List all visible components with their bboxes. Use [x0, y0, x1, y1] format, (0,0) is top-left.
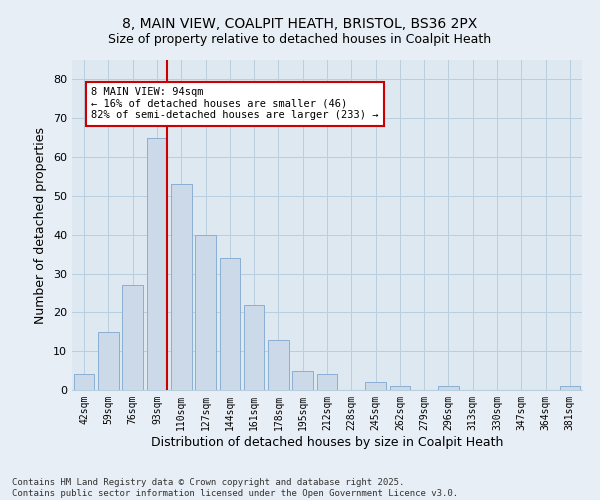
Bar	[146, 138, 167, 390]
Bar	[220, 258, 240, 390]
Bar	[292, 370, 313, 390]
Bar	[560, 386, 580, 390]
Bar	[244, 304, 265, 390]
Bar	[171, 184, 191, 390]
X-axis label: Distribution of detached houses by size in Coalpit Heath: Distribution of detached houses by size …	[151, 436, 503, 448]
Text: 8 MAIN VIEW: 94sqm
← 16% of detached houses are smaller (46)
82% of semi-detache: 8 MAIN VIEW: 94sqm ← 16% of detached hou…	[91, 87, 379, 120]
Bar	[317, 374, 337, 390]
Bar	[195, 234, 216, 390]
Y-axis label: Number of detached properties: Number of detached properties	[34, 126, 47, 324]
Text: 8, MAIN VIEW, COALPIT HEATH, BRISTOL, BS36 2PX: 8, MAIN VIEW, COALPIT HEATH, BRISTOL, BS…	[122, 18, 478, 32]
Bar	[365, 382, 386, 390]
Text: Size of property relative to detached houses in Coalpit Heath: Size of property relative to detached ho…	[109, 32, 491, 46]
Text: Contains HM Land Registry data © Crown copyright and database right 2025.
Contai: Contains HM Land Registry data © Crown c…	[12, 478, 458, 498]
Bar	[74, 374, 94, 390]
Bar	[98, 332, 119, 390]
Bar	[438, 386, 459, 390]
Bar	[122, 285, 143, 390]
Bar	[389, 386, 410, 390]
Bar	[268, 340, 289, 390]
